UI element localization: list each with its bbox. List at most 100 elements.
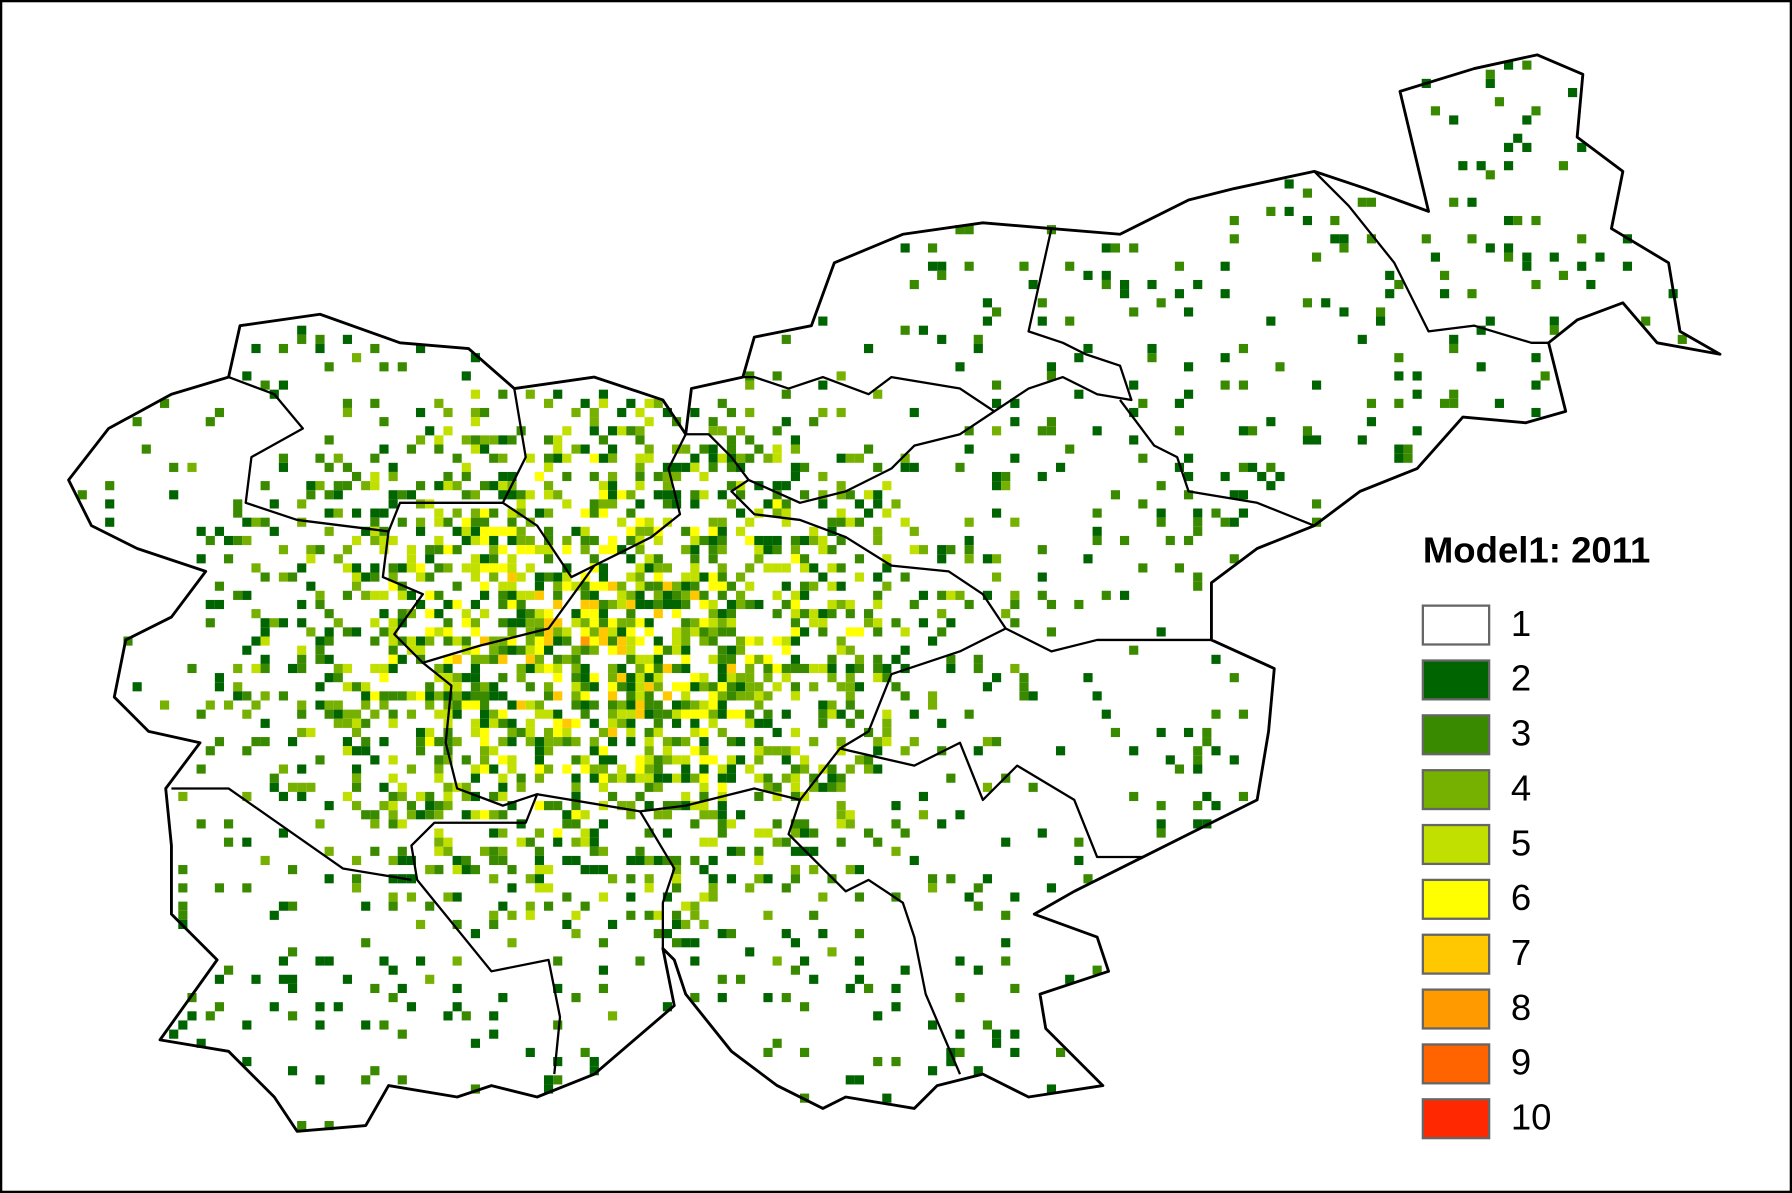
raster-cell [726,764,736,774]
legend-label: 5 [1511,822,1531,863]
raster-cell [553,983,563,994]
raster-cell [736,508,746,518]
raster-cell [361,810,371,820]
raster-cell [845,983,855,994]
raster-cell [461,535,471,546]
raster-cell [406,554,416,564]
raster-cell [726,581,736,591]
raster-cell [900,828,910,838]
raster-cell [324,490,334,500]
raster-cell [288,737,298,747]
raster-cell [644,755,654,765]
raster-cell [425,545,435,555]
raster-cell [333,453,343,463]
raster-cell [1010,892,1020,902]
raster-cell [525,535,535,546]
raster-cell [544,572,554,582]
raster-cell [1339,243,1349,253]
raster-cell [854,929,864,939]
raster-cell [516,535,526,546]
raster-cell [1220,353,1230,363]
raster-cell [653,581,663,591]
raster-cell [425,727,435,738]
region-border [993,228,1133,413]
raster-cell [864,609,874,619]
raster-cell [717,535,727,546]
raster-cell [324,462,334,472]
raster-cell [251,974,261,984]
raster-cell [214,581,224,591]
raster-cell [644,737,654,747]
raster-cell [379,609,389,619]
raster-cell [800,627,810,637]
raster-cell [1184,490,1194,500]
raster-cell [1485,243,1495,253]
raster-cell [461,1011,471,1021]
raster-cell [873,654,883,664]
raster-cell [434,828,444,838]
raster-cell [580,535,590,546]
raster-cell [361,526,371,536]
raster-cell [553,837,563,847]
raster-cell [480,435,490,445]
raster-cell [470,389,480,399]
raster-cell [470,764,480,774]
raster-cell [891,1002,901,1012]
raster-cell [416,636,426,646]
raster-cell [937,627,947,637]
region-border [1119,399,1315,527]
raster-cell [964,554,974,564]
raster-cell [589,407,599,418]
raster-cell [644,773,654,783]
raster-cell [626,810,636,820]
raster-cell [434,481,444,491]
raster-cell [1220,289,1230,299]
raster-cell [800,581,810,591]
raster-cell [854,974,864,984]
raster-cell [1138,499,1148,509]
raster-cell [644,673,654,683]
raster-cell [434,755,444,765]
raster-cell [379,508,389,518]
raster-cell [754,535,764,546]
raster-cell [1403,453,1413,463]
raster-cell [937,554,947,564]
raster-cell [315,645,325,655]
raster-cell [489,481,499,491]
raster-cell [388,718,398,728]
raster-cell [452,855,462,866]
raster-cell [608,599,618,610]
raster-cell [452,737,462,747]
raster-cell [333,709,343,719]
raster-cell [873,627,883,637]
raster-cell [827,700,837,710]
raster-cell [626,398,636,408]
raster-cell [105,517,115,527]
raster-cell [900,746,910,756]
raster-cell [644,682,654,692]
raster-cell [598,846,608,856]
raster-cell [480,654,490,664]
raster-cell [772,682,782,692]
raster-cell [598,599,608,610]
raster-cell [534,654,544,664]
raster-cell [717,993,727,1003]
raster-cell [653,673,663,683]
raster-cell [635,700,645,710]
raster-cell [717,764,727,774]
raster-cell [461,755,471,765]
raster-cell [452,581,462,591]
raster-cell [370,563,380,573]
raster-cell [992,380,1002,390]
raster-cell [626,855,636,866]
raster-cell [973,965,983,975]
raster-cell [388,618,398,628]
raster-cell [1412,389,1422,399]
raster-cell [534,471,544,482]
raster-cell [854,892,864,902]
raster-cell [224,965,234,975]
raster-cell [653,535,663,546]
raster-cell [644,746,654,756]
raster-cell [955,956,965,966]
